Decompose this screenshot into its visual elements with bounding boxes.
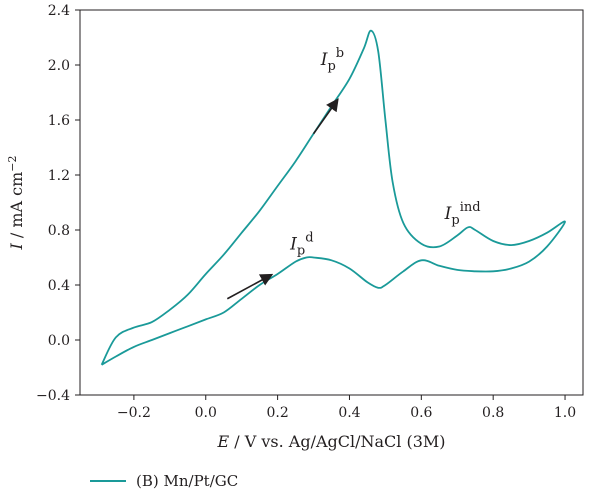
y-tick-label: 1.6 <box>48 113 70 129</box>
cv-curve <box>100 29 566 366</box>
x-tick-label: 0.6 <box>410 405 432 421</box>
x-tick-label: 0.4 <box>338 405 360 421</box>
y-axis-label: I / mA cm−2 <box>6 155 26 250</box>
legend-label: (B) Mn/Pt/GC <box>136 472 239 490</box>
plot-frame <box>79 9 584 396</box>
y-tick-label: 0.0 <box>48 333 70 349</box>
x-axis-label: E / V vs. Ag/AgCl/NaCl (3M) <box>216 432 445 451</box>
direction-arrow <box>226 273 274 300</box>
y-tick-label: −0.4 <box>36 388 70 404</box>
x-tick-label: −0.2 <box>117 405 151 421</box>
peak-annotation: Ipb <box>320 46 344 74</box>
direction-arrow <box>312 98 339 135</box>
y-tick-label: 0.8 <box>48 223 70 239</box>
x-tick-label: 0.2 <box>266 405 288 421</box>
y-tick-label: 2.0 <box>48 58 70 74</box>
peak-annotation: Ipind <box>444 200 481 228</box>
y-tick-label: 1.2 <box>48 168 70 184</box>
legend-line-swatch <box>90 480 126 482</box>
x-tick-label: 0.8 <box>482 405 504 421</box>
x-tick-label: 0.0 <box>195 405 217 421</box>
legend: (B) Mn/Pt/GC <box>90 472 238 490</box>
x-tick-label: 1.0 <box>554 405 576 421</box>
y-tick-label: 2.4 <box>48 3 70 19</box>
peak-annotation: Ipd <box>289 230 313 258</box>
y-tick-label: 0.4 <box>48 278 70 294</box>
